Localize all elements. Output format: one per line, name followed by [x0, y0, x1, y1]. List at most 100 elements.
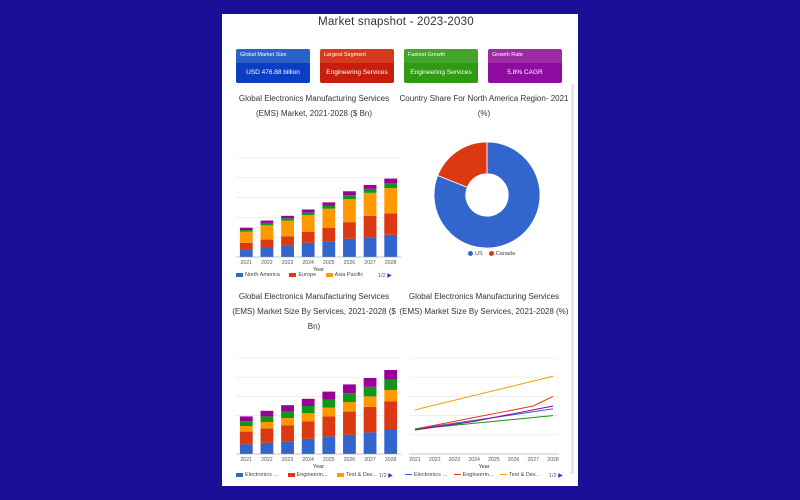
kpi-card-label: Fastest Growth: [404, 49, 478, 63]
services-line-chart: 2021 2022 2023 2024 2025 2026 2027 2028 Year: [409, 357, 559, 470]
bar-segment: [384, 430, 398, 454]
scrollbar[interactable]: [571, 84, 574, 474]
x-tick-label: 2022: [261, 457, 273, 463]
x-axis-label: Year: [313, 267, 324, 273]
bar-segment: [343, 238, 356, 257]
chart-title-country-share: Country Share For North America Region- …: [399, 94, 569, 118]
kpi-card-value: Engineering Services: [404, 63, 478, 83]
bar-segment: [322, 241, 336, 257]
bar-segment: [363, 188, 377, 193]
market-bar-chart: 2021 2022 2023 2024 2025 2026 2027 2028 Year: [236, 157, 401, 273]
bar-segment: [322, 436, 336, 454]
bar-segment: [281, 215, 294, 219]
pie-legend-item-canada: Canada: [488, 251, 515, 257]
bar-segment: [343, 411, 356, 435]
legend-swatch: [236, 272, 243, 277]
bar-segment: [363, 184, 377, 189]
bar-segment: [239, 416, 253, 422]
bar-segment: [260, 410, 274, 417]
series-line: [414, 405, 554, 431]
legend-item: North America: [236, 272, 280, 278]
bar-segment: [363, 396, 377, 407]
x-axis-label: Year: [313, 464, 324, 470]
bar-segment: [281, 405, 294, 412]
x-tick-label: 2028: [385, 457, 397, 463]
x-tick-label: 2024: [302, 457, 314, 463]
bar-segment: [384, 379, 398, 390]
bar-segment: [260, 222, 274, 226]
legend-item: Electronics ...: [405, 472, 447, 478]
x-tick-label: 2026: [344, 457, 356, 463]
bar-segment: [301, 406, 315, 414]
x-axis-label: Year: [478, 464, 489, 470]
pager-next-icon[interactable]: ▶: [558, 473, 563, 479]
kpi-card-value: 5.8% CAGR: [488, 63, 562, 83]
bar-segment: [384, 183, 398, 189]
bar-segment: [301, 212, 315, 216]
legend-swatch: [405, 474, 412, 476]
bar-segment: [301, 421, 315, 439]
legend-swatch: [289, 272, 297, 277]
bar-segment: [260, 428, 274, 443]
services-line-legend: Electronics ... Engineerin... Test & Dev…: [405, 472, 545, 478]
x-tick-label: 2027: [528, 457, 540, 463]
legend-pager[interactable]: 1/2 ▶: [378, 273, 392, 279]
bar-segment: [260, 220, 274, 223]
bar-segment: [384, 390, 398, 402]
bar-segment: [239, 444, 253, 454]
bar-segment: [281, 245, 294, 257]
legend-item: Engineerin...: [453, 472, 493, 478]
bar-segment: [322, 399, 336, 408]
kpi-card-largest-segment: Largest Segment Engineering Services: [320, 49, 394, 83]
bar-segment: [301, 209, 315, 213]
chart-title-services-bn: Global Electronics Manufacturing Service…: [232, 292, 396, 331]
legend-pager[interactable]: 1/2 ▶: [549, 473, 563, 479]
x-tick-label: 2025: [323, 260, 335, 266]
chart-title-services-pct: Global Electronics Manufacturing Service…: [399, 292, 569, 316]
kpi-card-growth-rate: Growth Rate 5.8% CAGR: [488, 49, 562, 83]
bar-segment: [239, 227, 253, 231]
bar-segment: [281, 441, 294, 454]
bar-segment: [301, 242, 315, 257]
kpi-card-label: Growth Rate: [488, 49, 562, 63]
kpi-card-fastest-growth: Fastest Growth Engineering Services: [404, 49, 478, 83]
legend-swatch: [488, 251, 494, 257]
bar-segment: [301, 231, 315, 243]
bar-segment: [281, 236, 294, 246]
bar-segment: [384, 213, 398, 235]
x-tick-label: 2027: [364, 457, 376, 463]
x-tick-label: 2023: [282, 457, 294, 463]
bar-segment: [281, 220, 294, 237]
x-tick-label: 2024: [302, 260, 314, 266]
legend-item: Test & Dev...: [336, 472, 377, 478]
pager-next-icon[interactable]: ▶: [387, 273, 392, 279]
bar-segment: [260, 239, 274, 248]
kpi-card-value: USD 476.88 billion: [236, 63, 310, 83]
bar-segment: [343, 384, 356, 394]
bar-segment: [260, 247, 274, 257]
bar-segment: [260, 225, 274, 240]
x-tick-label: 2026: [508, 457, 520, 463]
pie-legend: US Canada: [468, 251, 515, 257]
bar-segment: [343, 393, 356, 402]
bar-segment: [239, 426, 253, 432]
legend-item: Engineerin...: [287, 472, 327, 478]
market-chart-legend: North America Europe Asia Pacific: [236, 272, 371, 278]
x-tick-label: 2027: [364, 260, 376, 266]
services-bar-legend: Electronics ... Engineerin... Test & Dev…: [236, 472, 385, 478]
bar-segment: [281, 425, 294, 442]
legend-swatch: [499, 474, 507, 476]
bar-segment: [343, 191, 356, 196]
x-tick-label: 2028: [385, 260, 397, 266]
bar-segment: [384, 188, 398, 214]
x-tick-label: 2021: [409, 457, 421, 463]
pager-next-icon[interactable]: ▶: [388, 473, 393, 479]
bar-segment: [322, 202, 336, 206]
x-tick-label: 2028: [547, 457, 559, 463]
pie-slice-canada: [437, 141, 488, 188]
bar-segment: [363, 192, 377, 216]
bar-segment: [260, 442, 274, 454]
pie-legend-item-us: US: [468, 251, 483, 257]
legend-pager[interactable]: 1/2 ▶: [379, 473, 393, 479]
x-tick-label: 2025: [488, 457, 500, 463]
